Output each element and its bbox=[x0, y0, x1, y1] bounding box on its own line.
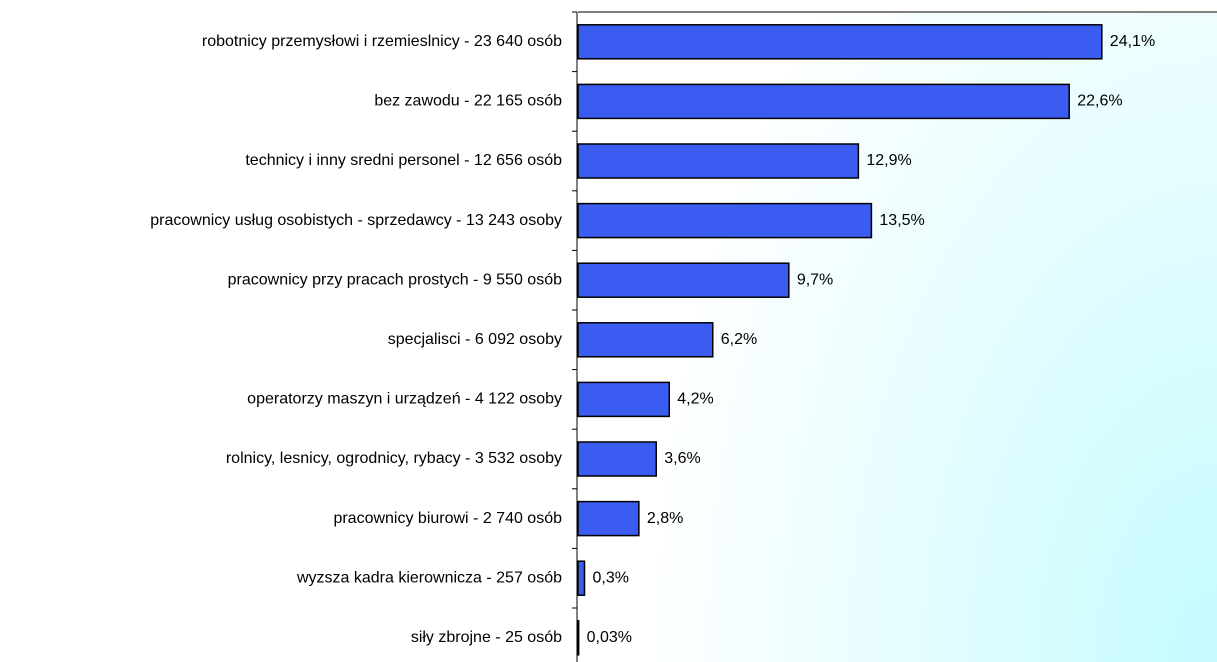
value-label: 24,1% bbox=[1110, 33, 1155, 50]
bar bbox=[577, 262, 790, 298]
y-tick-label: wyzsza kadra kierownicza - 257 osób bbox=[296, 569, 562, 586]
value-label: 9,7% bbox=[797, 271, 833, 288]
value-label: 13,5% bbox=[879, 212, 924, 229]
y-tick-label: technicy i inny sredni personel - 12 656… bbox=[245, 152, 562, 169]
value-label: 22,6% bbox=[1077, 93, 1122, 110]
y-tick-label: rolnicy, lesnicy, ogrodnicy, rybacy - 3 … bbox=[226, 450, 562, 467]
bar bbox=[577, 24, 1103, 60]
bar bbox=[577, 381, 671, 418]
y-tick-label: bez zawodu - 22 165 osób bbox=[374, 93, 562, 110]
bar bbox=[577, 143, 860, 179]
value-label: 0,03% bbox=[587, 629, 632, 646]
bar bbox=[577, 560, 586, 596]
y-tick-label: siły zbrojne - 25 osób bbox=[411, 629, 562, 646]
value-label: 6,2% bbox=[721, 331, 757, 348]
bar bbox=[577, 620, 580, 656]
bar bbox=[577, 83, 1070, 120]
bar bbox=[577, 322, 714, 358]
value-label: 3,6% bbox=[664, 450, 700, 467]
y-tick-label: robotnicy przemysłowi i rzemieslnicy - 2… bbox=[202, 33, 562, 50]
y-tick-label: operatorzy maszyn i urządzeń - 4 122 oso… bbox=[247, 391, 562, 408]
value-label: 4,2% bbox=[677, 391, 713, 408]
y-tick-label: specjalisci - 6 092 osoby bbox=[388, 331, 562, 348]
bar bbox=[577, 202, 873, 239]
y-tick-label: pracownicy przy pracach prostych - 9 550… bbox=[228, 271, 562, 288]
value-label: 2,8% bbox=[647, 510, 683, 527]
y-tick-label: pracownicy biurowi - 2 740 osób bbox=[333, 510, 562, 527]
y-tick-label: pracownicy usług osobistych - sprzedawcy… bbox=[150, 212, 562, 229]
bar bbox=[577, 500, 640, 537]
value-label: 0,3% bbox=[593, 569, 629, 586]
bar bbox=[577, 441, 657, 477]
value-label: 12,9% bbox=[866, 152, 911, 169]
